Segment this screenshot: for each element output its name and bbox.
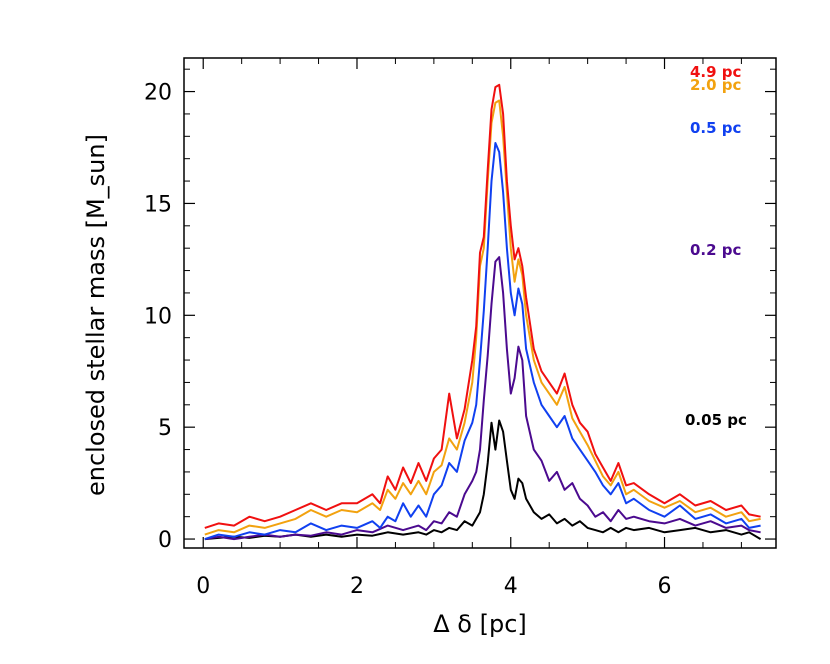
x-tick-label: 2 <box>350 574 364 599</box>
series-lines <box>204 83 762 541</box>
y-axis-title: enclosed stellar mass [M_sun] <box>82 134 110 496</box>
series-label: 4.9 pc <box>690 63 741 81</box>
series-line-0-5-pc <box>204 142 761 541</box>
series-label: 2.0 pc <box>690 76 741 94</box>
y-tick-label: 20 <box>144 81 172 106</box>
y-tick-label: 0 <box>158 528 172 553</box>
y-tick-label: 5 <box>158 416 172 441</box>
plot-frame <box>183 57 777 549</box>
x-tick-label: 4 <box>504 574 518 599</box>
y-tick-label: 10 <box>144 304 172 329</box>
series-line-4-9-pc <box>204 83 761 529</box>
x-tick-label: 0 <box>196 574 210 599</box>
series-label: 0.5 pc <box>690 119 741 137</box>
x-tick-label: 6 <box>658 574 672 599</box>
series-line-0-05-pc <box>204 419 762 541</box>
axis-tick-labels: 0 2 4 6 0 5 10 15 20 <box>144 81 672 599</box>
series-labels: 4.9 pc2.0 pc 0.5 pc 0.2 pc 0.05 pc <box>685 63 747 429</box>
x-axis-title: Δ δ [pc] <box>433 610 527 638</box>
axis-ticks <box>184 58 776 548</box>
series-label: 0.2 pc <box>690 241 741 259</box>
series-line-0-2-pc <box>204 256 761 541</box>
plot-border <box>183 57 777 549</box>
series-line-2-0-pc <box>204 99 761 536</box>
series-label: 0.05 pc <box>685 411 747 429</box>
y-tick-label: 15 <box>144 192 172 217</box>
